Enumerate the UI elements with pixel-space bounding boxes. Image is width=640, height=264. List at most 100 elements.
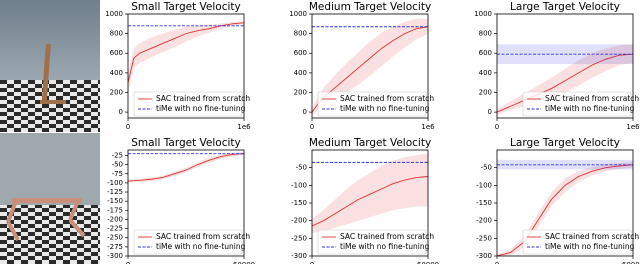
hopper-image [0, 0, 100, 132]
y-tick-label: -100 [291, 181, 307, 189]
subplot-title: Medium Target Velocity [309, 1, 431, 13]
y-tick-label: -100 [476, 181, 492, 189]
series-line [128, 153, 244, 182]
y-tick-label: -200 [107, 215, 123, 223]
legend-label: SAC trained from scratch [340, 94, 434, 103]
y-tick-label: -225 [107, 225, 123, 233]
y-tick-label: -50 [112, 161, 123, 169]
y-tick-label: 0 [488, 108, 492, 116]
subplot: Small Target Velocity 0 200 400 600 800 1000 0 1… [105, 1, 251, 131]
y-tick-label: -75 [112, 170, 123, 178]
legend-label: SAC trained from scratch [156, 94, 250, 103]
y-tick-label: -150 [291, 199, 307, 207]
confidence-band [128, 21, 244, 93]
series-line [497, 164, 633, 256]
y-tick-label: 400 [110, 69, 123, 77]
legend-label: tiMe with no fine-tuning [340, 104, 430, 113]
x-tick-label: 1e6 [421, 123, 435, 131]
y-tick-label: 1000 [289, 10, 307, 18]
plot-area [128, 152, 244, 183]
y-tick-label: 800 [294, 30, 307, 38]
plot-frame [127, 149, 245, 257]
y-tick-label: 600 [479, 49, 492, 57]
series-line [497, 53, 633, 113]
plot-frame [127, 13, 245, 119]
confidence-band [128, 152, 244, 183]
legend-label: SAC trained from scratch [545, 232, 639, 241]
subplot-title: Small Target Velocity [131, 137, 241, 149]
y-tick-label: 0 [119, 108, 123, 116]
y-tick-label: -150 [476, 199, 492, 207]
x-tick-label: 60000 [417, 261, 439, 264]
x-tick-label: 0 [310, 261, 314, 264]
y-tick-label: 600 [294, 49, 307, 57]
x-tick-label: 0 [310, 123, 314, 131]
y-tick-label: 0 [303, 108, 307, 116]
legend-label: tiMe with no fine-tuning [340, 242, 430, 251]
y-tick-label: 200 [294, 88, 307, 96]
legend-label: tiMe with no fine-tuning [545, 242, 635, 251]
plot-area [312, 153, 428, 234]
subplot: Large Target Velocity -50 -100 -150 -200 -250… [476, 137, 640, 264]
y-tick-label: -150 [107, 197, 123, 205]
y-tick-label: 800 [110, 30, 123, 38]
y-tick-label: 1000 [105, 10, 123, 18]
y-tick-label: -175 [107, 206, 123, 214]
y-tick-label: 1000 [474, 10, 492, 18]
y-tick-label: -200 [291, 217, 307, 225]
subplot: Medium Target Velocity -50 -100 -150 -200 -25… [291, 137, 439, 264]
series-line [312, 176, 428, 227]
y-tick-label: -125 [107, 188, 123, 196]
cheetah-image [0, 133, 100, 264]
subplot: Large Target Velocity 0 200 400 600 800 1000 0 1… [474, 1, 640, 131]
legend-box [133, 229, 243, 255]
subplot-title: Large Target Velocity [510, 137, 620, 149]
x-tick-label: 1e6 [237, 123, 251, 131]
subplot: Small Target Velocity-25-50-75-100-125-1… [107, 137, 255, 264]
y-tick-label: -250 [107, 234, 123, 242]
x-tick-label: 0 [495, 261, 499, 264]
subplot-title: Small Target Velocity [131, 1, 241, 13]
legend-label: tiMe with no fine-tuning [545, 104, 635, 113]
y-tick-label: 200 [479, 88, 492, 96]
plot-frame [496, 13, 634, 119]
confidence-band [312, 153, 428, 234]
y-tick-label: -300 [291, 252, 307, 260]
y-tick-label: -300 [476, 252, 492, 260]
subplot-title: Large Target Velocity [510, 1, 620, 13]
legend-label: SAC trained from scratch [156, 232, 250, 241]
y-tick-label: -25 [112, 151, 123, 159]
legend-box [317, 91, 427, 117]
x-tick-label: 0 [126, 123, 130, 131]
legend-label: tiMe with no fine-tuning [156, 242, 246, 251]
y-tick-label: -50 [296, 164, 307, 172]
y-tick-label: 600 [110, 49, 123, 57]
subplot-title: Medium Target Velocity [309, 137, 431, 149]
y-tick-label: -300 [107, 252, 123, 260]
y-tick-label: -275 [107, 243, 123, 251]
x-tick-label: 60000 [622, 261, 640, 264]
y-tick-label: -200 [476, 217, 492, 225]
legend-box [522, 229, 632, 255]
legend-label: tiMe with no fine-tuning [156, 104, 246, 113]
y-tick-label: -50 [481, 164, 492, 172]
x-tick-label: 60000 [233, 261, 255, 264]
legend-label: SAC trained from scratch [545, 94, 639, 103]
x-tick-label: 0 [126, 261, 130, 264]
legend-box [133, 91, 243, 117]
y-tick-label: 400 [479, 69, 492, 77]
plot-frame [496, 149, 634, 257]
x-tick-label: 0 [495, 123, 499, 131]
y-tick-label: 400 [294, 69, 307, 77]
legend-box [317, 229, 427, 255]
y-tick-label: -250 [476, 234, 492, 242]
subplot: Medium Target Velocity 0 200 400 600 800 1000 0… [289, 1, 435, 131]
x-tick-label: 1e6 [626, 123, 640, 131]
legend-label: SAC trained from scratch [340, 232, 434, 241]
y-tick-label: -250 [291, 234, 307, 242]
legend-box [522, 91, 632, 117]
plot-area [128, 21, 244, 93]
y-tick-label: -100 [107, 179, 123, 187]
plot-frame [311, 149, 429, 257]
